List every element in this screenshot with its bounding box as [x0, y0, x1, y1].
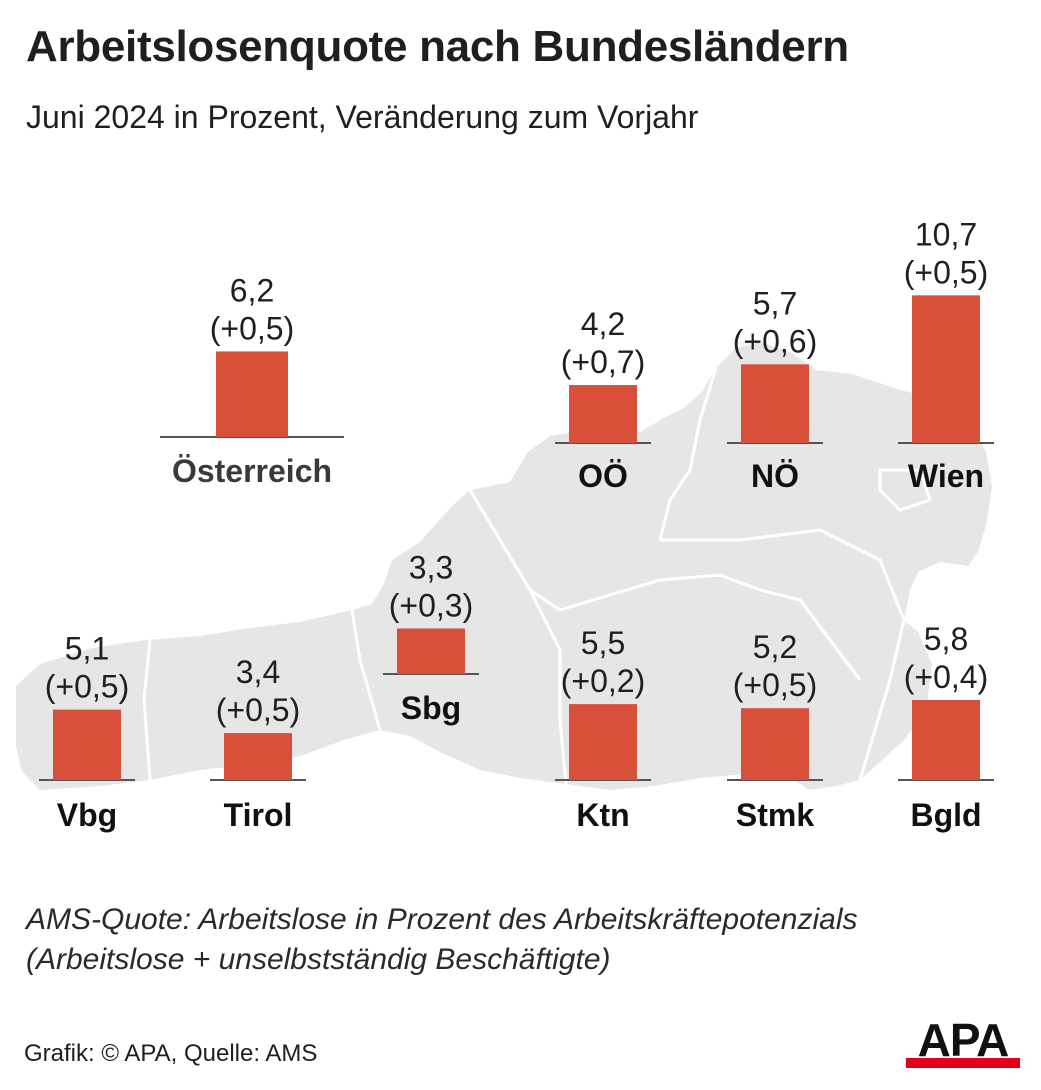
- change-label-sbg: (+0,3): [389, 587, 473, 623]
- bar-group-noe: 5,7(+0,6) NÖ: [727, 285, 823, 494]
- bar-group-oesterreich: 6,2(+0,5) Österreich: [160, 272, 344, 489]
- border-tirol-sbg: [350, 609, 382, 731]
- border-ktn-stmk: [559, 573, 862, 681]
- value-label-ktn: 5,5: [581, 625, 625, 661]
- chart-title: Arbeitslosenquote nach Bundesländern: [26, 22, 849, 71]
- bar-vbg: [53, 709, 121, 780]
- category-label-tirol: Tirol: [224, 797, 293, 833]
- category-label-sbg: Sbg: [401, 690, 461, 726]
- change-label-stmk: (+0,5): [733, 667, 817, 703]
- border-sbg-ooe: [468, 489, 561, 612]
- state-borders: [142, 367, 932, 785]
- bar-sbg: [397, 628, 465, 674]
- footnote-line-2: (Arbeitslose + unselbstständig Beschäfti…: [26, 943, 611, 976]
- change-label-ktn: (+0,2): [561, 663, 645, 699]
- category-label-ooe: OÖ: [578, 458, 628, 494]
- bar-group-tirol: 3,4(+0,5) Tirol: [210, 654, 306, 833]
- bar-bgld: [912, 699, 980, 780]
- value-label-wien: 10,7: [915, 216, 977, 252]
- category-label-wien: Wien: [908, 458, 984, 494]
- chart-canvas: 6,2(+0,5)Österreich4,2(+0,7)OÖ5,7(+0,6)N…: [16, 216, 994, 833]
- category-label-vbg: Vbg: [57, 797, 117, 833]
- change-label-noe: (+0,6): [733, 323, 817, 359]
- apa-logo-bar: [906, 1058, 1020, 1068]
- value-label-noe: 5,7: [753, 285, 797, 321]
- border-ooe-noe: [658, 367, 718, 541]
- bar-stmk: [741, 708, 809, 780]
- bar-group-vbg: 5,1(+0,5) Vbg: [39, 631, 135, 833]
- change-label-ooe: (+0,7): [561, 344, 645, 380]
- category-label-noe: NÖ: [751, 458, 799, 494]
- change-label-tirol: (+0,5): [216, 692, 300, 728]
- footnote: AMS-Quote: Arbeitslose in Prozent des Ar…: [26, 900, 1026, 980]
- border-vbg-tirol: [142, 639, 152, 781]
- category-label-oesterreich: Österreich: [172, 453, 332, 489]
- change-label-wien: (+0,5): [904, 254, 988, 290]
- border-sbg-ktn: [528, 589, 568, 785]
- value-label-oesterreich: 6,2: [230, 272, 274, 308]
- category-label-stmk: Stmk: [736, 797, 814, 833]
- change-label-oesterreich: (+0,5): [210, 310, 294, 346]
- bar-wien: [912, 295, 980, 443]
- border-stmk-noe: [660, 528, 906, 621]
- category-label-ktn: Ktn: [576, 797, 629, 833]
- bar-group-bgld: 5,8(+0,4) Bgld: [898, 621, 994, 833]
- austria-map-shape: [16, 342, 992, 790]
- bar-tirol: [224, 733, 292, 780]
- bars-layer: 6,2(+0,5)Österreich4,2(+0,7)OÖ5,7(+0,6)N…: [39, 216, 994, 833]
- bar-ktn: [569, 704, 637, 780]
- value-label-sbg: 3,3: [409, 549, 453, 585]
- bar-noe: [741, 364, 809, 443]
- border-stmk-bgld: [858, 619, 906, 781]
- footnote-line-1: AMS-Quote: Arbeitslose in Prozent des Ar…: [26, 903, 858, 936]
- border-noe-wien: [878, 468, 932, 512]
- value-label-stmk: 5,2: [753, 629, 797, 665]
- change-label-bgld: (+0,4): [904, 659, 988, 695]
- change-label-vbg: (+0,5): [45, 669, 129, 705]
- bar-oesterreich: [216, 351, 288, 437]
- chart-subtitle: Juni 2024 in Prozent, Veränderung zum Vo…: [26, 99, 699, 135]
- bar-group-ktn: 5,5(+0,2) Ktn: [555, 625, 651, 833]
- apa-logo-text: APA: [918, 1022, 1009, 1066]
- source-credit: Grafik: © APA, Quelle: AMS: [24, 1040, 318, 1067]
- value-label-bgld: 5,8: [924, 621, 968, 657]
- bar-group-wien: 10,7(+0,5) Wien: [898, 216, 994, 494]
- value-label-tirol: 3,4: [236, 654, 280, 690]
- bar-group-stmk: 5,2(+0,5) Stmk: [727, 629, 823, 833]
- bar-ooe: [569, 385, 637, 443]
- value-label-vbg: 5,1: [65, 631, 109, 667]
- value-label-ooe: 4,2: [581, 306, 625, 342]
- apa-logo: APA: [906, 1022, 1020, 1068]
- bar-group-ooe: 4,2(+0,7) OÖ: [555, 306, 651, 494]
- category-label-bgld: Bgld: [910, 797, 981, 833]
- bar-group-sbg: 3,3(+0,3) Sbg: [383, 549, 479, 726]
